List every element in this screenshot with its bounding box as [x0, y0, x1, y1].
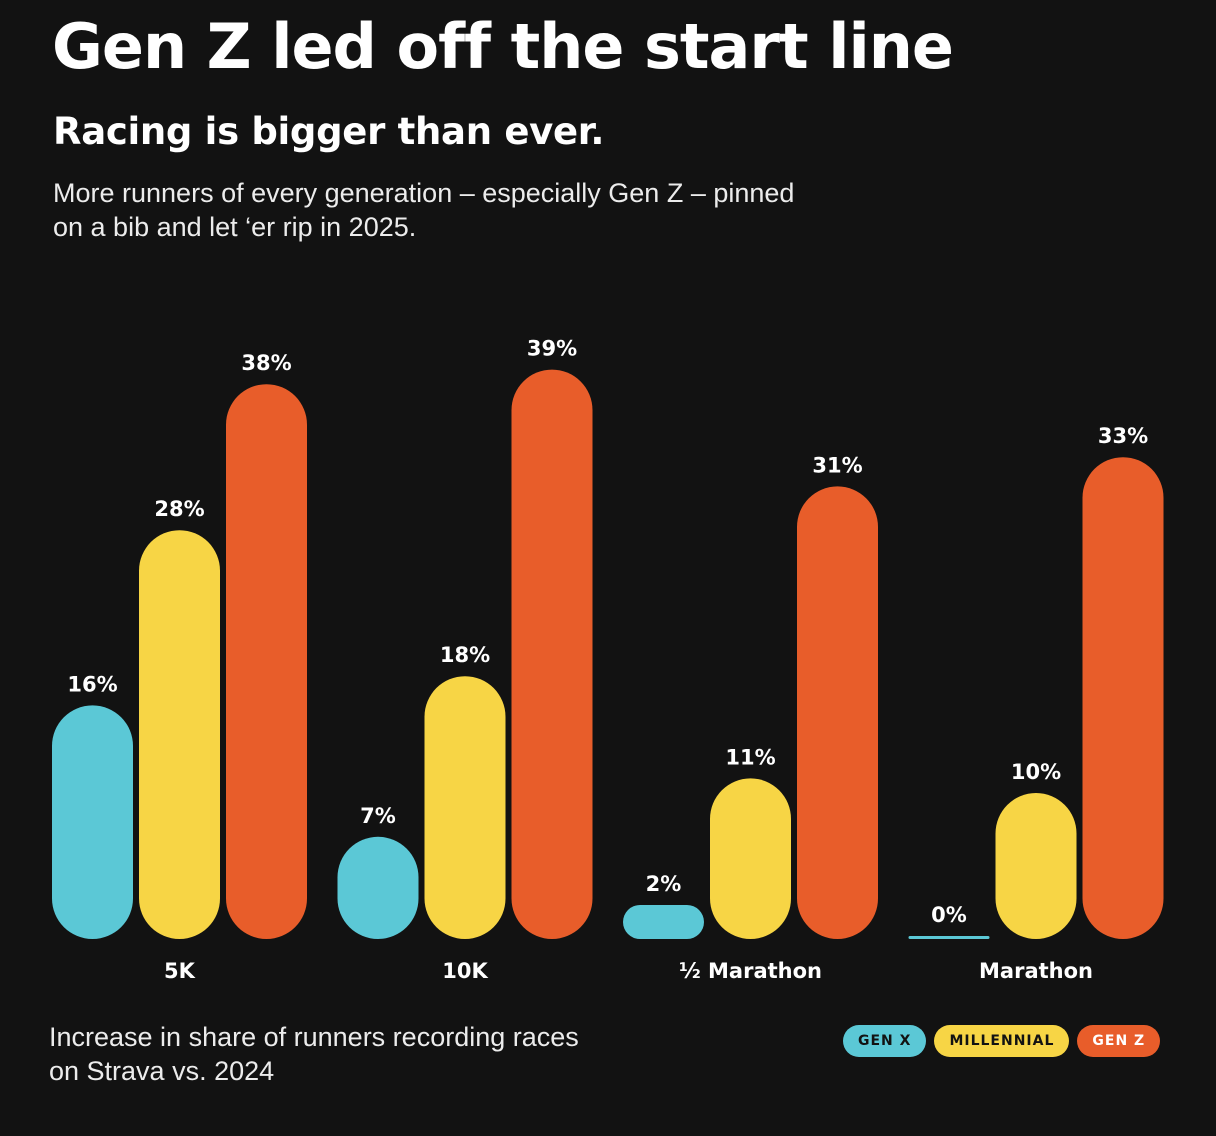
chart-legend: GEN X MILLENNIAL GEN Z — [843, 1025, 1161, 1057]
data-label-marathon-millennial: 10% — [1011, 760, 1061, 784]
bar-half-marathon-gen-z — [797, 486, 878, 939]
data-label-half-marathon-millennial: 11% — [725, 745, 775, 769]
data-label-5k-millennial: 28% — [154, 497, 204, 521]
bar-marathon-gen-z — [1082, 457, 1164, 939]
bar-half-marathon-millennial — [710, 778, 791, 939]
bar-10k-gen-z — [511, 369, 593, 940]
data-label-marathon-gen-x: 0% — [931, 903, 967, 927]
data-label-10k-millennial: 18% — [440, 643, 490, 667]
category-label-half-marathon: ½ Marathon — [679, 959, 822, 983]
chart-title: Gen Z led off the start line — [52, 10, 954, 83]
bar-5k-millennial — [139, 530, 220, 939]
legend-millennial: MILLENNIAL — [934, 1025, 1070, 1057]
data-label-half-marathon-gen-x: 2% — [646, 872, 682, 896]
data-label-10k-gen-x: 7% — [360, 804, 396, 828]
data-label-5k-gen-x: 16% — [67, 672, 117, 696]
chart-description: More runners of every generation – espec… — [53, 178, 795, 242]
legend-gen-z: GEN Z — [1077, 1025, 1161, 1057]
category-label-10k: 10K — [442, 959, 488, 983]
bar-chart: 16% 28% 38% 5K 7% 18% 39% 10K 2% 11% 31% ½ Marathon… — [52, 337, 1164, 983]
data-label-marathon-gen-z: 33% — [1098, 424, 1148, 448]
data-label-10k-gen-z: 39% — [527, 337, 577, 361]
data-label-half-marathon-gen-z: 31% — [812, 453, 862, 477]
bar-5k-gen-z — [226, 384, 307, 939]
data-label-5k-gen-z: 38% — [241, 351, 291, 375]
bar-marathon-millennial — [995, 793, 1077, 939]
legend-gen-x: GEN X — [843, 1025, 927, 1057]
chart-subtitle: Racing is bigger than ever. — [53, 110, 605, 153]
bar-marathon-gen-x — [908, 936, 990, 939]
bar-5k-gen-x — [52, 705, 133, 939]
chart-footnote: Increase in share of runners recording r… — [49, 1022, 579, 1086]
bar-half-marathon-gen-x — [623, 905, 704, 939]
bar-10k-millennial — [424, 676, 506, 939]
category-label-marathon: Marathon — [979, 959, 1093, 983]
bar-10k-gen-x — [337, 836, 419, 939]
category-label-5k: 5K — [164, 959, 196, 983]
